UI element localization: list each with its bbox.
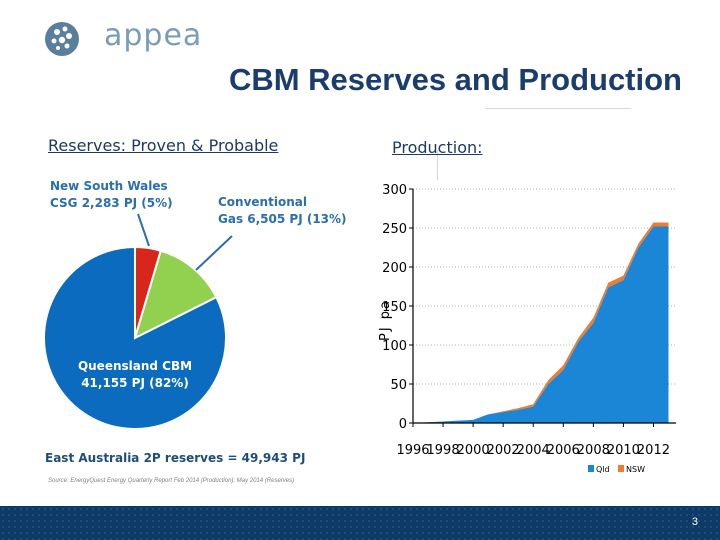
- x-tick-label: 2008: [577, 443, 610, 458]
- pie-label-queensland-line2: 41,155 PJ (82%): [81, 376, 189, 390]
- logo-mark-icon: [45, 22, 79, 56]
- production-subtitle: Production:: [392, 138, 483, 157]
- pie-label-conventional-line2: Gas 6,505 PJ (13%): [218, 212, 347, 226]
- y-tick-label: 50: [390, 378, 407, 393]
- decorative-divider-vertical: [437, 150, 438, 180]
- y-axis-label: PJ pa: [378, 299, 393, 341]
- x-tick-label: 2010: [607, 443, 640, 458]
- y-tick-label: 0: [399, 417, 407, 432]
- x-tick-label: 1996: [396, 443, 429, 458]
- pie-slice-queensland-cbm: [43, 245, 227, 430]
- reserves-pie-chart: [43, 213, 233, 430]
- pie-label-conventional-line1: Conventional: [218, 195, 307, 209]
- pie-label-queensland-line1: Queensland CBM: [77, 359, 193, 373]
- appea-logo: appea: [36, 16, 201, 62]
- legend-swatch-qld: [588, 465, 594, 472]
- legend-label-qld: Qld: [596, 465, 610, 474]
- pie-label-nsw-line2: CSG 2,283 PJ (5%): [50, 196, 173, 210]
- footer-bar: 3: [0, 506, 720, 540]
- reserves-total-text: East Australia 2P reserves = 49,943 PJ: [45, 451, 306, 465]
- x-tick-label: 2004: [517, 443, 550, 458]
- pie-slice-conventional-gas: [133, 249, 218, 340]
- pie-label-queensland: Queensland CBM 41,155 PJ (82%): [60, 358, 210, 392]
- legend-label-nsw: NSW: [626, 465, 645, 474]
- x-tick-label: 1998: [427, 443, 460, 458]
- page-number: 3: [691, 516, 698, 528]
- x-tick-label: 2006: [547, 443, 580, 458]
- y-tick-label: 150: [382, 300, 407, 315]
- legend-swatch-nsw: [618, 465, 624, 472]
- y-tick-label: 200: [382, 261, 407, 276]
- y-tick-label: 300: [382, 183, 407, 198]
- y-tick-label: 100: [382, 339, 407, 354]
- conventional-leader-line: [195, 235, 233, 271]
- footer-pattern: [0, 506, 720, 540]
- y-tick-label: 250: [382, 222, 407, 237]
- reserves-subtitle: Reserves: Proven & Probable: [48, 136, 279, 155]
- x-tick-label: 2000: [457, 443, 490, 458]
- x-tick-label: 2002: [487, 443, 520, 458]
- x-tick-label: 2012: [637, 443, 670, 458]
- pie-label-conventional: Conventional Gas 6,505 PJ (13%): [218, 194, 347, 228]
- source-note: Source: EnergyQuest Energy Quarterly Rep…: [48, 478, 295, 484]
- pie-label-nsw-line1: New South Wales: [50, 179, 168, 193]
- pie-label-nsw: New South Wales CSG 2,283 PJ (5%): [50, 178, 173, 212]
- logo-wordmark: appea: [104, 18, 203, 53]
- page-title: CBM Reserves and Production: [228, 62, 682, 97]
- nsw-leader-line: [137, 213, 150, 247]
- decorative-divider: [485, 108, 631, 109]
- area-series-qld: [413, 226, 669, 423]
